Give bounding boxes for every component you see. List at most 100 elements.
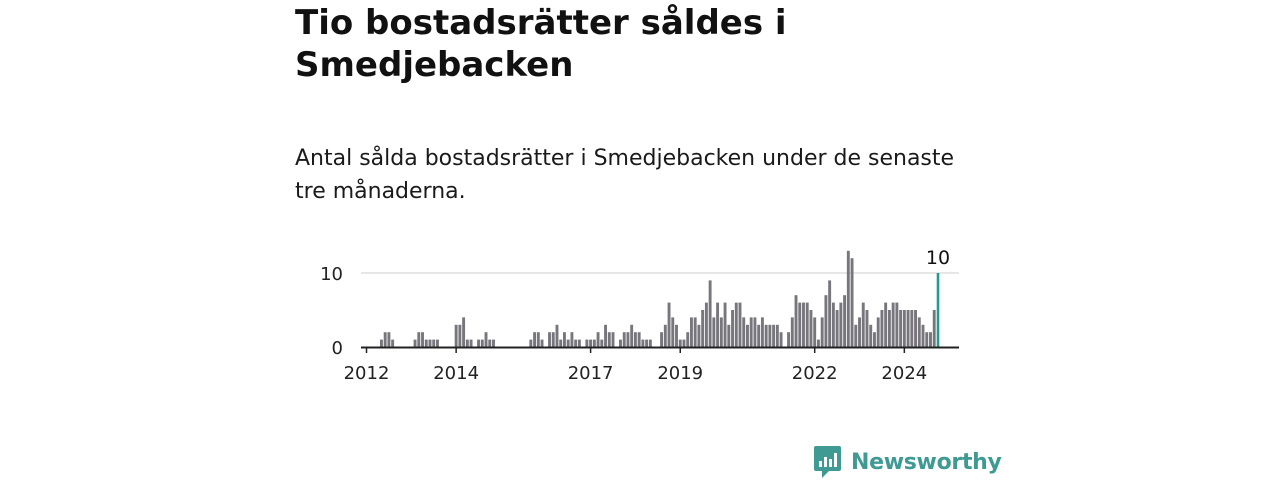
bar xyxy=(428,339,432,347)
bar xyxy=(828,280,832,347)
bar xyxy=(458,324,462,347)
bar xyxy=(596,332,600,347)
bar xyxy=(477,339,480,347)
bar xyxy=(611,332,615,347)
highlight-value-label: 10 xyxy=(926,247,950,269)
bar xyxy=(600,339,604,347)
bar xyxy=(563,332,566,347)
bar xyxy=(899,310,903,347)
bar xyxy=(413,339,417,347)
bar xyxy=(697,324,701,347)
bar xyxy=(379,339,383,347)
bar xyxy=(809,310,813,347)
bar xyxy=(555,324,559,347)
bar xyxy=(570,332,574,347)
bar xyxy=(884,302,888,347)
bar xyxy=(727,324,731,347)
bar xyxy=(585,339,589,347)
bar xyxy=(607,332,611,347)
bar xyxy=(462,317,466,347)
bar xyxy=(794,295,798,347)
bar xyxy=(536,332,540,347)
bar xyxy=(716,302,720,347)
bar xyxy=(533,332,537,347)
bar xyxy=(592,339,596,347)
bar xyxy=(671,317,675,347)
bar xyxy=(630,324,634,347)
bar xyxy=(790,317,794,347)
bar xyxy=(465,339,469,347)
bar xyxy=(436,339,439,347)
bar xyxy=(772,324,776,347)
bar xyxy=(757,324,761,347)
bar xyxy=(929,332,932,347)
y-axis-ticks: 0 10 xyxy=(320,264,343,359)
bar xyxy=(719,317,723,347)
bar xyxy=(693,317,697,347)
bar xyxy=(820,317,824,347)
bar xyxy=(843,295,847,347)
bar xyxy=(391,339,395,347)
bar-chart: 0 10 2012 2014 2017 2019 2022 2024 10 xyxy=(320,247,959,384)
bar xyxy=(854,324,858,347)
chart-title: Tio bostadsrätter såldes i Smedjebacken xyxy=(295,3,787,85)
bar xyxy=(873,332,876,347)
bar xyxy=(682,339,686,347)
bar xyxy=(488,339,492,347)
bar xyxy=(589,339,593,347)
bar xyxy=(887,310,891,347)
bars xyxy=(379,250,940,347)
x-tick-label: 2019 xyxy=(657,363,703,384)
bar xyxy=(383,332,387,347)
y-tick-label: 10 xyxy=(320,264,343,285)
bar xyxy=(469,339,473,347)
bar xyxy=(738,302,742,347)
bar xyxy=(708,280,712,347)
bar xyxy=(831,302,835,347)
bar xyxy=(432,339,436,347)
bar xyxy=(648,339,652,347)
bar xyxy=(850,258,854,347)
bar xyxy=(839,302,843,347)
bar xyxy=(633,332,637,347)
bar xyxy=(798,302,802,347)
bar xyxy=(753,317,757,347)
bar xyxy=(914,310,917,347)
bar xyxy=(869,324,873,347)
bar xyxy=(813,317,817,347)
bar xyxy=(734,302,738,347)
chart-subtitle: Antal sålda bostadsrätter i Smedjebacken… xyxy=(295,146,955,204)
bar xyxy=(787,332,791,347)
bar xyxy=(779,332,783,347)
highlight-bar xyxy=(936,273,940,347)
bar xyxy=(865,310,869,347)
bar xyxy=(712,317,716,347)
bar xyxy=(891,302,895,347)
bar xyxy=(880,310,884,347)
bar xyxy=(742,317,746,347)
newsworthy-logo-icon xyxy=(814,446,841,478)
bar xyxy=(387,332,391,347)
y-tick-label: 0 xyxy=(332,338,343,359)
bar xyxy=(895,302,899,347)
bar xyxy=(454,324,458,347)
bar xyxy=(424,339,428,347)
bar xyxy=(775,324,779,347)
bar xyxy=(619,339,622,347)
bar xyxy=(645,339,649,347)
bar xyxy=(932,310,936,347)
x-axis-ticks: 2012 2014 2017 2019 2022 2024 xyxy=(344,347,927,384)
bar xyxy=(577,339,581,347)
bar xyxy=(678,339,682,347)
x-tick-label: 2014 xyxy=(433,363,479,384)
bar xyxy=(637,332,641,347)
bar xyxy=(660,332,664,347)
bar xyxy=(764,324,768,347)
bar xyxy=(604,324,607,347)
x-tick-label: 2012 xyxy=(344,363,390,384)
bar xyxy=(663,324,667,347)
bar xyxy=(906,310,910,347)
bar xyxy=(816,339,820,347)
bar xyxy=(861,302,865,347)
bar xyxy=(731,310,734,347)
